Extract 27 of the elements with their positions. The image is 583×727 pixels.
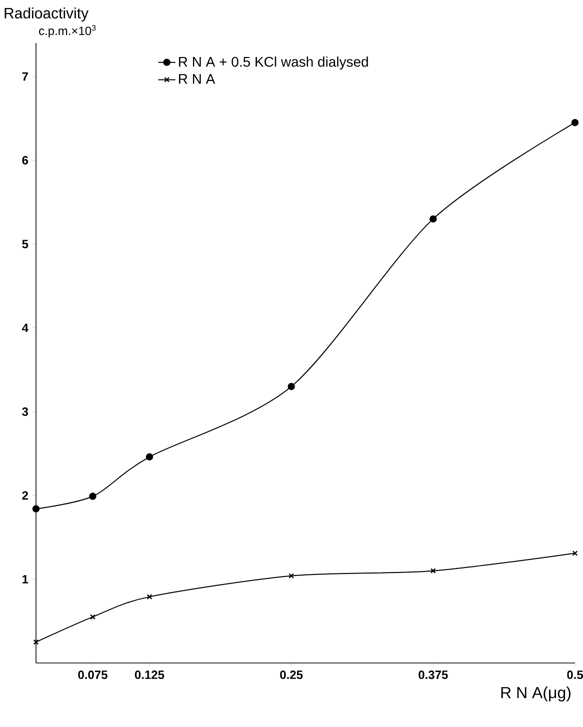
y-tick-label: 7	[22, 72, 28, 81]
x-tick-label: 0.5	[567, 670, 583, 680]
point	[288, 573, 294, 579]
text: c.p.m.×10$^{3}$	[39, 25, 96, 38]
legend-label: R N A	[179, 74, 216, 84]
y-tick-label: 6	[22, 156, 28, 165]
point	[89, 492, 96, 500]
point	[146, 453, 154, 460]
y-axis-title: Radioactivity	[4, 7, 89, 22]
y-tick-label: 2	[22, 491, 28, 500]
point	[571, 118, 579, 126]
x-tick-label: 0.125	[134, 670, 164, 680]
y-tick-label: 1	[22, 575, 28, 584]
x-tick-label: 0.375	[418, 670, 448, 680]
point	[288, 382, 295, 390]
x-axis-title: R N A(μg)	[501, 686, 570, 702]
point	[32, 505, 40, 512]
y-tick-label: 3	[22, 407, 28, 416]
point	[90, 614, 96, 620]
point	[146, 594, 152, 600]
y-tick-label: 5	[22, 240, 28, 248]
point	[430, 568, 436, 574]
y-tick-label: 4	[22, 324, 28, 332]
legend-label: R N A + 0.5 KCl wash dialysed	[179, 56, 368, 70]
x-tick-label: 0.075	[78, 670, 108, 680]
x-tick-label: 0.25	[280, 670, 303, 680]
point	[430, 215, 437, 223]
